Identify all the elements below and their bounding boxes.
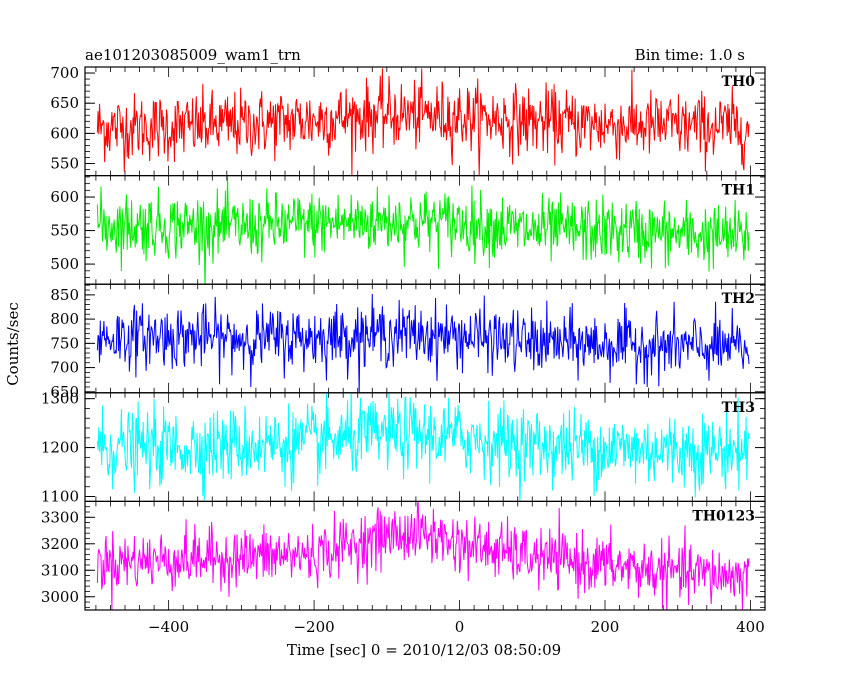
x-axis-label: Time [sec] 0 = 2010/12/03 08:50:09 — [287, 641, 561, 659]
panels-group: 550 600 650 700 TH0 500 550 600 TH1 650 700 750 800 8… — [41, 64, 766, 611]
panel-frame — [84, 500, 766, 611]
series-line-th3 — [96, 392, 750, 502]
y-tick-label: 3100 — [41, 561, 79, 579]
x-tick-label: 0 — [455, 618, 465, 636]
y-tick-label: 700 — [50, 359, 79, 377]
panel-th2: 650 700 750 800 850 TH2 — [50, 283, 766, 401]
series-label-th0123: TH0123 — [692, 508, 755, 524]
series-line-th0 — [96, 68, 750, 176]
y-tick-label: 850 — [50, 286, 79, 304]
panel-frame — [84, 66, 766, 177]
panel-th0123: 3000 3100 3200 3300 TH0123 — [41, 500, 766, 611]
series-label-th3: TH3 — [722, 400, 755, 416]
y-tick-label: 750 — [50, 334, 79, 352]
y-tick-label: 3200 — [41, 535, 79, 553]
x-axis: −400 −200 0 200 400 — [148, 618, 765, 636]
y-tick-label: 3300 — [41, 508, 79, 526]
series-label-th1: TH1 — [722, 183, 755, 199]
panel-th1: 500 550 600 TH1 — [50, 175, 766, 285]
x-tick-label: 400 — [736, 618, 765, 636]
y-axis-label: Counts/sec — [4, 302, 22, 386]
y-tick-label: 700 — [50, 64, 79, 82]
y-tick-label: 650 — [50, 383, 79, 401]
y-tick-label: 600 — [50, 124, 79, 142]
y-tick-label: 650 — [50, 94, 79, 112]
series-line-th2 — [96, 293, 750, 393]
x-tick-label: 200 — [591, 618, 620, 636]
y-tick-label: 550 — [50, 222, 79, 240]
series-label-th2: TH2 — [722, 291, 755, 307]
y-tick-label: 800 — [50, 310, 79, 328]
panel-th0: 550 600 650 700 TH0 — [50, 64, 766, 177]
y-tick-label: 1300 — [41, 390, 79, 408]
y-tick-label: 600 — [50, 188, 79, 206]
y-tick-label: 1100 — [41, 488, 79, 506]
y-tick-label: 500 — [50, 255, 79, 273]
series-line-th1 — [96, 176, 750, 285]
bin-time-label: Bin time: 1.0 s — [635, 46, 745, 64]
y-tick-label: 550 — [50, 155, 79, 173]
y-tick-label: 3000 — [41, 588, 79, 606]
series-line-th0123 — [96, 501, 750, 610]
series-label-th0: TH0 — [722, 74, 756, 90]
x-tick-label: −200 — [293, 618, 334, 636]
chart-title: ae101203085009_wam1_trn — [85, 46, 301, 64]
y-tick-label: 1200 — [41, 439, 79, 457]
panel-th3: 1100 1200 1300 TH3 — [41, 390, 766, 506]
x-tick-label: −400 — [148, 618, 189, 636]
